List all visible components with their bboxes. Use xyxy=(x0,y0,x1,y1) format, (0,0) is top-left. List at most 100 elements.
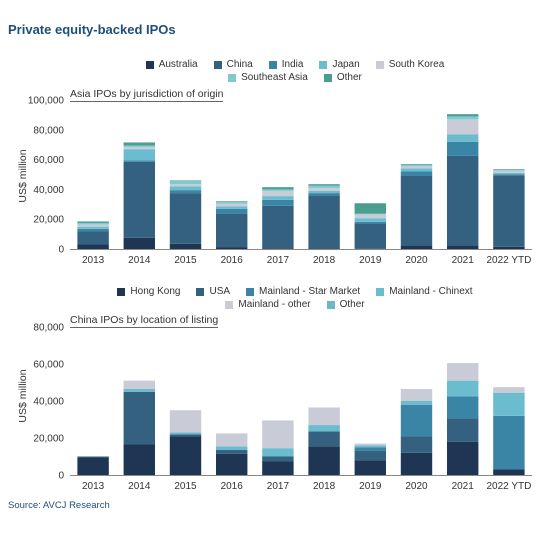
bar-segment-australia xyxy=(400,245,433,249)
bar-segment-japan xyxy=(493,173,525,175)
legend-swatch xyxy=(246,287,255,296)
bar-segment-usa xyxy=(169,434,202,437)
bar-segment-china xyxy=(400,175,433,246)
legend-label: Southeast Asia xyxy=(241,72,308,83)
bar-segment-india xyxy=(262,199,294,206)
y-tick-label: 0 xyxy=(58,471,64,482)
bar-segment-south-korea xyxy=(354,214,387,219)
bar-segment-china xyxy=(262,205,294,249)
y-tick-label: 60,000 xyxy=(33,360,64,371)
bar-segment-hong-kong xyxy=(493,469,525,475)
bar-segment-other xyxy=(215,201,248,203)
bar-segment-south-korea xyxy=(308,187,340,191)
bar-segment-southeast-asia xyxy=(354,213,387,215)
legend-item-mainland-chinext: Mainland - Chinext xyxy=(376,285,473,298)
bar-segment-japan xyxy=(446,134,479,142)
bar-segment-mainland-other xyxy=(169,410,202,433)
bar-segment-india xyxy=(493,174,525,176)
legend-label: Hong Kong xyxy=(130,286,181,297)
y-tick-label: 80,000 xyxy=(33,125,64,136)
x-tick-label: 2019 xyxy=(359,481,382,492)
bar-segment-mainland-chinext xyxy=(493,392,525,416)
bar-segment-other xyxy=(446,114,479,117)
x-tick-label: 2018 xyxy=(313,255,336,266)
legend-asia: Australia China India Japan South Korea South… xyxy=(60,58,530,84)
x-tick-label: 2017 xyxy=(267,255,290,266)
bar-segment-japan xyxy=(308,190,340,194)
bar-segment-usa xyxy=(77,456,109,458)
legend-label: Australia xyxy=(158,59,198,70)
bar-segment-southeast-asia xyxy=(215,202,248,204)
bar-segment-hong-kong xyxy=(354,460,387,475)
bar-segment-usa xyxy=(446,418,479,442)
bar-segment-south-korea xyxy=(262,190,294,197)
bar-segment-mainland-chinext xyxy=(354,445,387,448)
bar-segment-australia xyxy=(169,243,202,249)
bar-segment-hong-kong xyxy=(123,444,156,475)
y-tick-label: 0 xyxy=(58,245,64,256)
bar-segment-australia xyxy=(308,248,340,249)
chart-title-asia: Asia IPOs by jurisdiction of origin xyxy=(70,88,224,102)
x-tick-label: 2017 xyxy=(267,481,290,492)
chart-title-china: China IPOs by location of listing xyxy=(70,314,219,328)
legend-item-usa: USA xyxy=(196,285,230,298)
legend-item-other: Other xyxy=(326,298,365,311)
bar-segment-india xyxy=(77,228,109,232)
legend-swatch xyxy=(145,60,154,69)
bar-segment-mainland-star-market xyxy=(400,404,433,437)
bar-segment-mainland-other xyxy=(123,380,156,389)
legend-swatch xyxy=(213,60,222,69)
y-tick-label: 40,000 xyxy=(33,185,64,196)
legend-swatch xyxy=(268,60,277,69)
bar-segment-hong-kong xyxy=(308,446,340,475)
bar-segment-china xyxy=(123,161,156,238)
legend-item-australia: Australia xyxy=(145,58,198,71)
bar-segment-mainland-chinext xyxy=(169,432,202,435)
bar-segment-southeast-asia xyxy=(400,164,433,167)
bar-segment-mainland-chinext xyxy=(123,388,156,392)
y-tick-label: 40,000 xyxy=(33,397,64,408)
bar-segment-mainland-chinext xyxy=(308,425,340,432)
bar-segment-japan xyxy=(169,186,202,191)
bar-segment-hong-kong xyxy=(77,457,109,475)
bar-segment-china xyxy=(354,223,387,249)
bar-segment-other xyxy=(77,221,109,223)
bar-segment-china xyxy=(446,155,479,246)
bar-segment-mainland-other xyxy=(400,388,433,401)
x-tick-label: 2016 xyxy=(221,481,244,492)
bar-segment-southeast-asia xyxy=(169,181,202,185)
legend-swatch xyxy=(117,287,126,296)
y-tick-label: 80,000 xyxy=(33,323,64,334)
x-tick-label: 2014 xyxy=(128,481,151,492)
x-tick-label: 2014 xyxy=(128,255,151,266)
bar-segment-mainland-chinext xyxy=(446,380,479,397)
x-tick-label: 2015 xyxy=(174,255,197,266)
y-tick-label: 60,000 xyxy=(33,155,64,166)
legend-china: Hong Kong USA Mainland - Star Market Mainla… xyxy=(60,285,530,311)
legend-label: South Korea xyxy=(388,59,445,70)
bar-segment-usa xyxy=(354,450,387,461)
legend-label: China xyxy=(226,59,253,70)
bar-segment-other xyxy=(354,203,387,214)
bar-segment-other xyxy=(493,169,525,171)
bar-segment-mainland-other xyxy=(493,387,525,393)
legend-item-mainland-star-market: Mainland - Star Market xyxy=(246,285,360,298)
x-tick-label: 2015 xyxy=(174,481,197,492)
legend-swatch xyxy=(319,60,328,69)
bar-segment-hong-kong xyxy=(169,436,202,475)
bar-segment-hong-kong xyxy=(215,453,248,475)
source-note: Source: AVCJ Research xyxy=(8,500,110,511)
bar-segment-usa xyxy=(400,436,433,453)
bar-segment-mainland-star-market xyxy=(446,396,479,419)
bar-segment-usa xyxy=(308,431,340,447)
x-tick-label: 2021 xyxy=(452,481,475,492)
bar-segment-southeast-asia xyxy=(308,185,340,188)
bar-segment-southeast-asia xyxy=(123,145,156,147)
bar-segment-south-korea xyxy=(169,184,202,187)
legend-label: Mainland - other xyxy=(238,299,311,310)
bar-segment-other xyxy=(262,187,294,190)
x-tick-label: 2019 xyxy=(359,255,382,266)
bar-segment-australia xyxy=(77,244,109,249)
legend-item-south-korea: South Korea xyxy=(375,58,445,71)
